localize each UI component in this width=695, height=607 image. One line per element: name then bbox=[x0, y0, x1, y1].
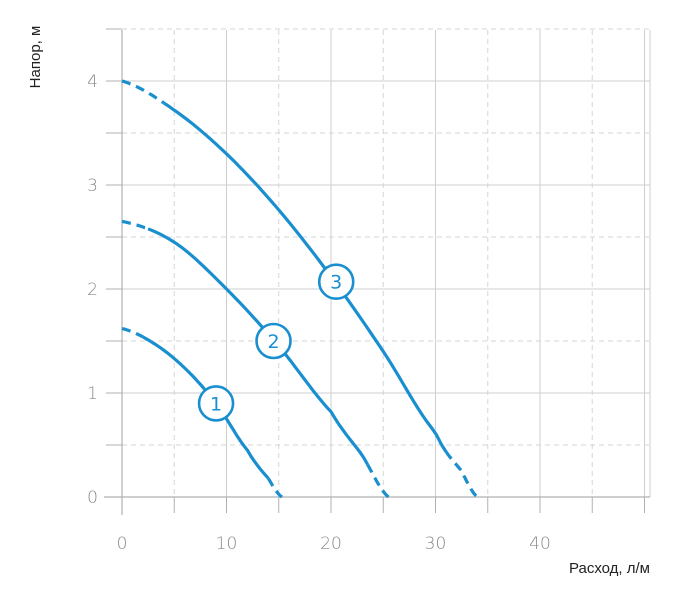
curve-2 bbox=[121, 219, 390, 499]
y-tick-label: 4 bbox=[87, 72, 98, 92]
x-axis-label: Расход, л/м bbox=[569, 560, 650, 577]
labels: 1 2 3 bbox=[197, 263, 355, 422]
curve-dashed-end bbox=[444, 450, 479, 499]
x-tick-label: 20 bbox=[320, 534, 342, 554]
x-tick-label: 0 bbox=[117, 534, 128, 554]
curve-dashed-end bbox=[366, 463, 390, 499]
y-tick-label: 3 bbox=[87, 176, 98, 196]
curve-marker-1: 1 bbox=[197, 385, 235, 422]
curve-marker-circle bbox=[317, 263, 355, 301]
curve-dashed-start bbox=[121, 219, 149, 231]
curve-marker-3: 3 bbox=[317, 263, 355, 301]
curve-dashed-start bbox=[121, 326, 144, 339]
y-tick-label: 0 bbox=[87, 488, 98, 508]
curve-3 bbox=[121, 79, 479, 499]
x-tick-label: 30 bbox=[425, 534, 447, 554]
axes: 0 10 20 30 40 0 1 2 3 4 bbox=[87, 28, 650, 554]
curve-solid bbox=[162, 101, 448, 453]
grid bbox=[121, 28, 651, 497]
curve-dashed-end bbox=[266, 477, 284, 499]
curve-marker-label: 1 bbox=[210, 393, 222, 415]
y-axis-label: Напор, м bbox=[27, 26, 44, 89]
x-tick-label: 10 bbox=[216, 534, 238, 554]
curve-dashed-start bbox=[121, 79, 165, 105]
curve-marker-circle bbox=[197, 385, 235, 422]
curve-marker-2: 2 bbox=[255, 322, 292, 360]
curve-marker-circle bbox=[255, 322, 292, 360]
y-tick-label: 1 bbox=[87, 384, 98, 404]
x-tick-label: 40 bbox=[529, 534, 551, 554]
y-tick-label: 2 bbox=[87, 280, 98, 300]
curve-marker-label: 3 bbox=[330, 272, 342, 294]
curve-marker-label: 2 bbox=[267, 331, 279, 353]
curve-solid bbox=[147, 227, 369, 466]
